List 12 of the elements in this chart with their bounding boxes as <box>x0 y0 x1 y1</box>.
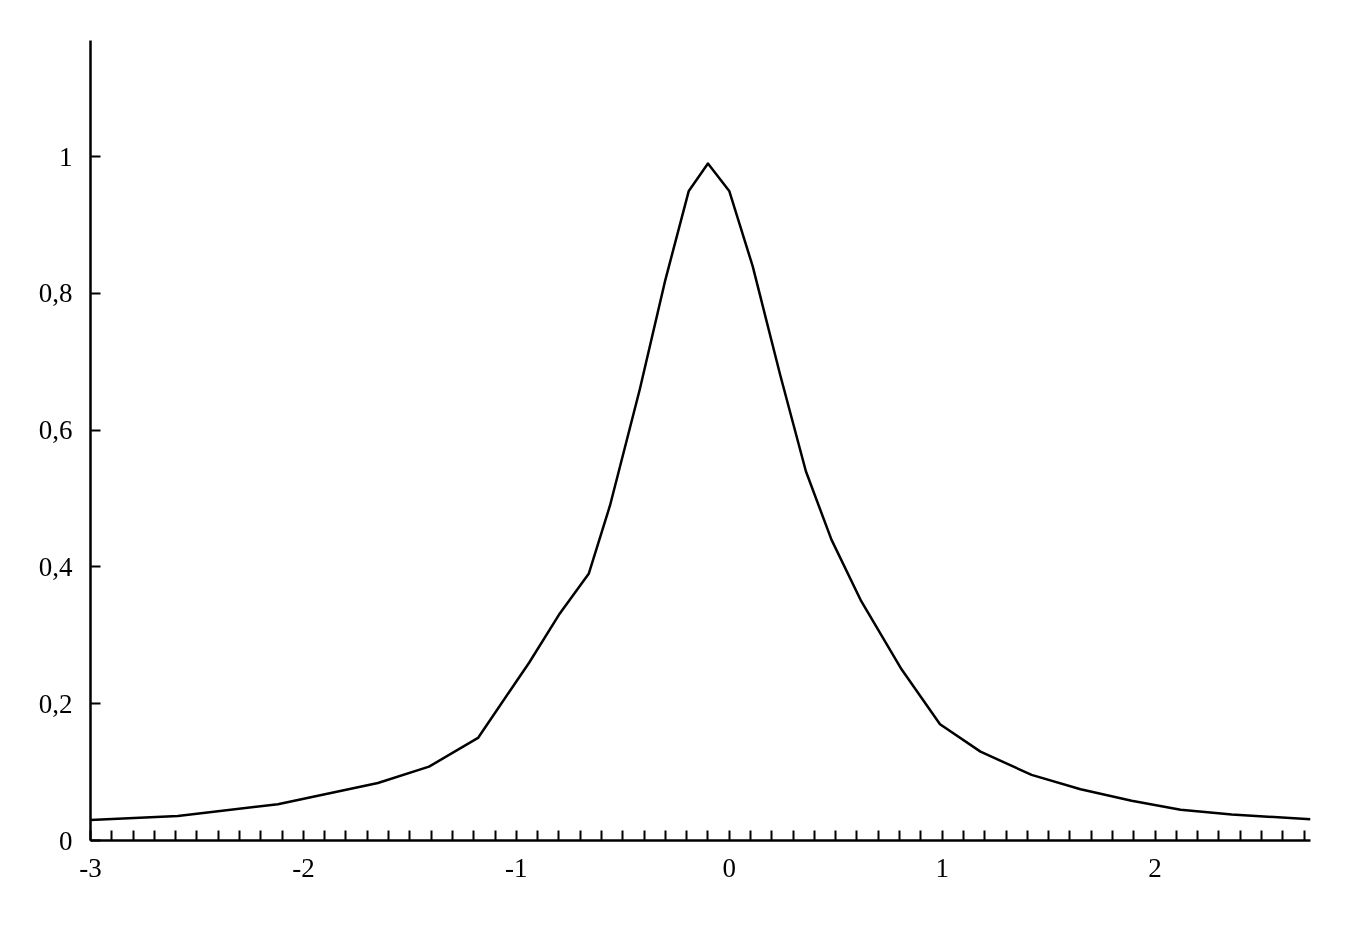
x-tick-label: 0 <box>722 852 736 883</box>
x-tick-label: -3 <box>79 852 102 883</box>
y-tick-label: 1 <box>59 141 73 172</box>
y-tick-label: 0,2 <box>38 688 73 719</box>
x-tick-label: 2 <box>1148 852 1162 883</box>
y-tick-label: 0,8 <box>38 278 73 309</box>
x-tick-label: -1 <box>505 852 528 883</box>
x-tick-label: -2 <box>292 852 315 883</box>
y-tick-label: 0 <box>59 825 73 856</box>
y-tick-label: 0,6 <box>38 415 73 446</box>
x-tick-label: 1 <box>935 852 949 883</box>
y-tick-label: 0,4 <box>38 552 73 582</box>
